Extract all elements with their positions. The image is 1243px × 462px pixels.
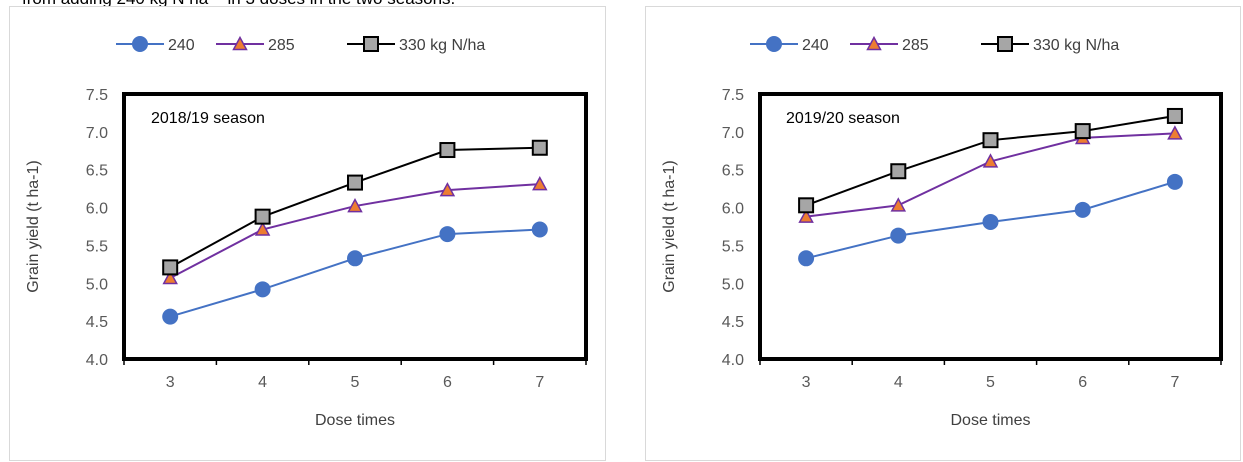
y-tick-label: 7.0 — [86, 125, 108, 142]
x-tick-label: 6 — [1078, 374, 1087, 391]
y-tick-label: 6.5 — [722, 163, 744, 180]
chart-2019-20: 4.0 4.5 5.0 5.5 6.0 6.5 7.0 7.5 3 4 5 6 7 Dose times G… — [661, 35, 1223, 429]
data-point — [439, 142, 456, 159]
legend-item: 285 — [850, 35, 929, 54]
y-tick-label: 4.0 — [722, 352, 744, 369]
x-tick-label: 3 — [166, 374, 175, 391]
season-annotation: 2018/19 season — [151, 110, 265, 127]
y-tick-label: 5.0 — [722, 276, 744, 293]
series-240 — [798, 173, 1183, 267]
series-330 — [162, 139, 548, 276]
data-point — [347, 174, 363, 191]
data-point — [890, 163, 907, 180]
data-point — [162, 259, 179, 276]
y-tick-label: 6.5 — [86, 163, 108, 180]
y-tick-label: 7.5 — [722, 87, 744, 104]
legend-marker — [997, 36, 1013, 52]
data-point — [982, 132, 999, 149]
data-point — [1074, 123, 1091, 140]
y-tick-label: 4.5 — [722, 314, 744, 331]
series-240 — [162, 221, 548, 325]
data-point — [1167, 125, 1183, 140]
chart-panel-right: 4.0 4.5 5.0 5.5 6.0 6.5 7.0 7.5 3 4 5 6 7 Dose times G… — [645, 6, 1241, 461]
data-point — [439, 226, 456, 243]
data-point — [1166, 173, 1183, 190]
chart-panel-left: 4.0 4.5 5.0 5.5 6.0 6.5 7.0 7.5 3 4 5 6 7 Dose times G… — [9, 6, 606, 461]
legend-marker — [232, 35, 248, 51]
data-point — [1166, 107, 1183, 124]
x-axis-title: Dose times — [315, 412, 395, 429]
legend-label: 330 kg N/ha — [399, 37, 485, 54]
legend-item: 285 — [216, 35, 295, 54]
legend-label: 285 — [268, 37, 295, 54]
y-tick-label: 6.0 — [722, 201, 744, 218]
data-point — [890, 197, 907, 212]
y-tick-label: 7.0 — [722, 125, 744, 142]
data-point — [982, 213, 999, 230]
x-tick-label: 7 — [535, 374, 544, 391]
legend-item: 240 — [116, 36, 195, 54]
chart-2018-19: 4.0 4.5 5.0 5.5 6.0 6.5 7.0 7.5 3 4 5 6 7 Dose times G… — [25, 35, 588, 429]
legend-item: 330 kg N/ha — [347, 36, 485, 54]
data-point — [1074, 201, 1091, 218]
data-point — [254, 208, 271, 225]
figure-caption: from adding 240 kg N ha⁻¹ in 3 doses in … — [22, 0, 455, 9]
legend-label: 240 — [168, 37, 195, 54]
y-tick-label: 6.0 — [86, 201, 108, 218]
y-tick-label: 5.5 — [86, 238, 108, 255]
data-point — [798, 208, 814, 223]
legend-marker — [766, 36, 782, 52]
y-tick-label: 7.5 — [86, 87, 108, 104]
legend-label: 330 kg N/ha — [1033, 37, 1119, 54]
data-point — [798, 250, 815, 267]
data-point — [347, 250, 363, 267]
x-tick-label: 7 — [1170, 374, 1179, 391]
data-point — [531, 221, 548, 238]
y-tick-label: 5.0 — [86, 276, 108, 293]
x-tick-label: 6 — [443, 374, 452, 391]
series-330 — [798, 107, 1183, 214]
data-point — [982, 153, 999, 168]
data-point — [254, 221, 271, 236]
y-tick-label: 4.0 — [86, 352, 108, 369]
data-point — [347, 197, 363, 213]
series-285 — [162, 176, 548, 285]
y-axis-title: Grain yield (t ha-1) — [25, 160, 42, 293]
legend-label: 285 — [902, 37, 929, 54]
legend-label: 240 — [802, 37, 829, 54]
data-point — [798, 197, 815, 214]
data-point — [162, 269, 178, 285]
data-point — [254, 281, 271, 298]
legend-marker — [363, 36, 379, 52]
x-tick-label: 5 — [351, 374, 360, 391]
data-point — [162, 308, 179, 325]
x-axis-title: Dose times — [950, 412, 1030, 429]
x-tick-label: 3 — [802, 374, 811, 391]
data-point — [531, 139, 548, 156]
plot-area-border — [758, 92, 1223, 361]
data-point — [890, 227, 907, 244]
legend-item: 330 kg N/ha — [981, 36, 1119, 54]
y-tick-label: 4.5 — [86, 314, 108, 331]
y-tick-label: 5.5 — [722, 238, 744, 255]
x-tick-label: 5 — [986, 374, 995, 391]
data-point — [439, 182, 456, 197]
plot-area-border — [122, 92, 588, 361]
legend-marker — [132, 36, 148, 52]
series-line — [169, 228, 540, 318]
legend-item: 240 — [750, 36, 829, 54]
data-point — [532, 176, 548, 191]
season-annotation: 2019/20 season — [786, 110, 900, 127]
y-axis-title: Grain yield (t ha-1) — [661, 160, 678, 293]
x-tick-label: 4 — [894, 374, 903, 391]
legend-marker — [866, 35, 882, 51]
x-tick-label: 4 — [258, 374, 267, 391]
